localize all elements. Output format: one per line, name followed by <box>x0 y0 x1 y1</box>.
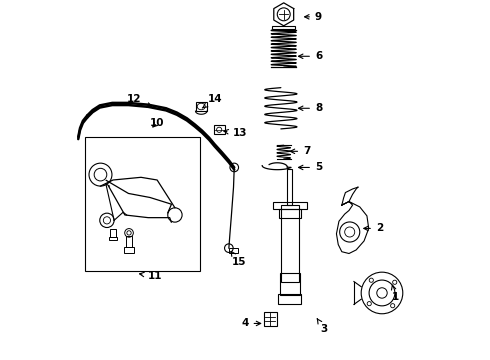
Bar <box>85 137 200 271</box>
Bar <box>110 229 116 237</box>
Bar <box>109 237 117 240</box>
Text: 14: 14 <box>202 94 222 108</box>
Bar <box>272 26 295 30</box>
Text: 7: 7 <box>290 146 311 156</box>
Bar <box>279 209 300 218</box>
Text: 1: 1 <box>392 285 399 302</box>
Bar <box>229 248 238 253</box>
Text: 5: 5 <box>298 162 322 172</box>
Bar <box>278 294 301 304</box>
Text: 13: 13 <box>224 129 247 138</box>
Bar <box>279 273 300 295</box>
Bar <box>272 202 307 209</box>
Bar <box>287 169 293 205</box>
Bar <box>281 205 299 282</box>
Bar <box>124 247 134 253</box>
Text: 11: 11 <box>140 271 162 281</box>
Bar <box>264 312 276 326</box>
Text: 2: 2 <box>364 224 383 233</box>
Text: 15: 15 <box>231 251 246 267</box>
Text: 10: 10 <box>150 118 165 128</box>
Bar <box>126 236 132 247</box>
Text: 8: 8 <box>298 103 322 113</box>
Text: 12: 12 <box>127 94 152 107</box>
Text: 3: 3 <box>317 319 327 334</box>
Text: 6: 6 <box>298 51 322 61</box>
Text: 4: 4 <box>241 319 261 328</box>
Bar <box>196 102 207 111</box>
Bar <box>214 126 224 134</box>
Text: 9: 9 <box>305 12 322 22</box>
